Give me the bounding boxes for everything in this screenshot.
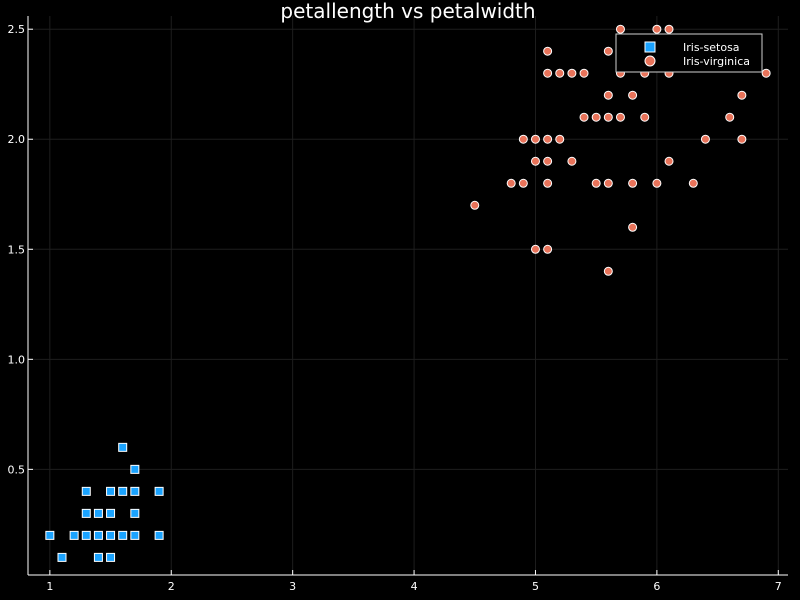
virginica-point <box>555 134 565 144</box>
virginica-point <box>664 24 674 34</box>
setosa-point <box>81 486 91 496</box>
virginica-point <box>518 134 528 144</box>
virginica-point <box>700 134 710 144</box>
virginica-point <box>652 24 662 34</box>
virginica-point <box>603 266 613 276</box>
setosa-point <box>93 552 103 562</box>
axes <box>27 16 788 576</box>
setosa-point <box>106 486 116 496</box>
virginica-point <box>603 46 613 56</box>
virginica-point <box>737 90 747 100</box>
x-tick-label: 1 <box>46 580 53 593</box>
virginica-point <box>470 200 480 210</box>
virginica-point <box>591 112 601 122</box>
virginica-point <box>543 178 553 188</box>
virginica-point <box>628 90 638 100</box>
virginica-point <box>518 178 528 188</box>
x-tick-label: 6 <box>653 580 660 593</box>
virginica-point <box>567 68 577 78</box>
x-tick-label: 4 <box>411 580 418 593</box>
virginica-point <box>688 178 698 188</box>
virginica-point <box>652 178 662 188</box>
x-tick-label: 2 <box>168 580 175 593</box>
setosa-point <box>57 552 67 562</box>
virginica-point <box>543 134 553 144</box>
virginica-point <box>530 134 540 144</box>
setosa-point <box>81 530 91 540</box>
y-tick-label: 2.5 <box>8 23 26 36</box>
legend-box <box>615 33 763 73</box>
y-tick-label: 2.0 <box>8 133 26 146</box>
setosa-point <box>93 508 103 518</box>
setosa-point <box>45 530 55 540</box>
setosa-point <box>118 486 128 496</box>
legend-marker-setosa <box>644 41 656 53</box>
chart-title: petallength vs petalwidth <box>280 0 535 23</box>
setosa-point <box>106 530 116 540</box>
virginica-point <box>506 178 516 188</box>
virginica-point <box>579 68 589 78</box>
virginica-point <box>603 112 613 122</box>
legend-label: Iris-setosa <box>683 41 740 54</box>
x-tick-label: 5 <box>532 580 539 593</box>
setosa-point <box>154 530 164 540</box>
virginica-point <box>591 178 601 188</box>
virginica-point <box>615 112 625 122</box>
setosa-point <box>93 530 103 540</box>
virginica-point <box>579 112 589 122</box>
legend-label: Iris-virginica <box>683 55 750 68</box>
virginica-point <box>530 244 540 254</box>
grid-lines <box>28 16 788 575</box>
virginica-point <box>603 90 613 100</box>
virginica-point <box>737 134 747 144</box>
data-points <box>45 24 771 562</box>
virginica-point <box>543 46 553 56</box>
setosa-point <box>118 530 128 540</box>
virginica-point <box>725 112 735 122</box>
tick-labels: 1 2 3 4 5 6 7 0.5 1.0 1.5 2.0 2.5 <box>8 23 782 593</box>
virginica-point <box>761 68 771 78</box>
y-tick-label: 1.5 <box>8 243 26 256</box>
y-tick-label: 0.5 <box>8 463 26 476</box>
virginica-point <box>603 178 613 188</box>
virginica-point <box>543 68 553 78</box>
virginica-point <box>567 156 577 166</box>
virginica-point <box>555 68 565 78</box>
virginica-point <box>543 244 553 254</box>
setosa-point <box>130 530 140 540</box>
setosa-point <box>81 508 91 518</box>
virginica-point <box>530 156 540 166</box>
legend-marker-virginica <box>644 55 656 67</box>
setosa-point <box>154 486 164 496</box>
setosa-point <box>69 530 79 540</box>
virginica-point <box>640 112 650 122</box>
virginica-point <box>615 24 625 34</box>
y-tick-label: 1.0 <box>8 353 26 366</box>
setosa-point <box>130 486 140 496</box>
virginica-point <box>628 222 638 232</box>
x-tick-label: 3 <box>289 580 296 593</box>
setosa-point <box>130 508 140 518</box>
setosa-point <box>106 552 116 562</box>
x-tick-label: 7 <box>775 580 782 593</box>
setosa-point <box>118 442 128 452</box>
virginica-point <box>628 178 638 188</box>
virginica-point <box>664 156 674 166</box>
setosa-point <box>106 508 116 518</box>
virginica-point <box>543 156 553 166</box>
setosa-point <box>130 464 140 474</box>
